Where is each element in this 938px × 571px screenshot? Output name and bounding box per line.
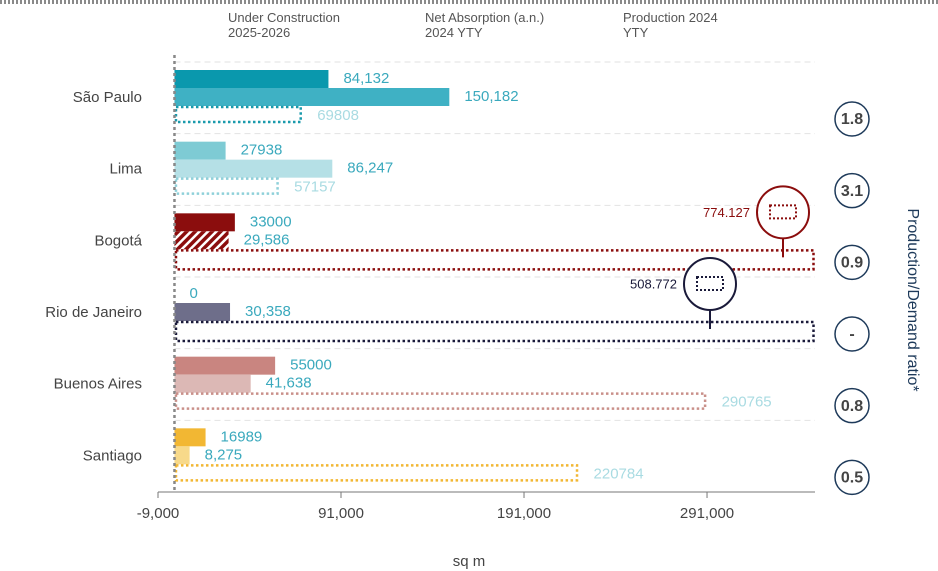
ratio-label: 0.5 xyxy=(841,470,863,487)
bar xyxy=(174,303,231,321)
value-label: 30,358 xyxy=(245,303,291,320)
y-tick-label: Santiago xyxy=(83,447,142,464)
callout-icon xyxy=(696,276,724,291)
value-label: 57157 xyxy=(294,179,336,196)
value-label: 86,247 xyxy=(347,160,393,177)
ratio-label: 0.9 xyxy=(841,255,863,272)
bar xyxy=(174,70,329,88)
x-tick-label: -9,000 xyxy=(137,505,180,522)
bar xyxy=(174,231,229,250)
value-label: 41,638 xyxy=(266,375,312,392)
bar xyxy=(174,159,333,178)
ratio-circle xyxy=(834,244,870,281)
legend-label: Net Absorption (a.n.) 2024 YTY xyxy=(425,10,545,40)
callout xyxy=(756,185,810,240)
ratio-label: - xyxy=(849,326,854,343)
ratio-circle xyxy=(834,101,870,137)
y-tick-label: Buenos Aires xyxy=(54,376,142,393)
bar-outline xyxy=(174,105,302,124)
bar-outline xyxy=(174,392,707,410)
bar xyxy=(174,374,251,393)
y-tick-label: Rio de Janeiro xyxy=(45,304,142,321)
bar-outline xyxy=(174,177,279,195)
value-label: 290765 xyxy=(722,394,772,411)
value-label: 220784 xyxy=(594,465,644,482)
bar xyxy=(174,356,276,375)
ratio-circle xyxy=(834,459,870,496)
bar xyxy=(174,141,226,160)
value-label: 29,586 xyxy=(244,231,290,248)
y-tick-label: Lima xyxy=(109,161,142,178)
y-tick-label: São Paulo xyxy=(73,89,142,106)
value-label: 27938 xyxy=(241,142,283,159)
value-label: 150,182 xyxy=(464,88,518,105)
bar xyxy=(174,88,450,106)
bar-outline xyxy=(174,249,815,271)
x-tick-label: 191,000 xyxy=(497,505,551,522)
value-label: 16989 xyxy=(221,428,263,445)
x-axis-title: sq m xyxy=(453,553,486,570)
y2-axis-title: Production/Demand ratio* xyxy=(904,208,921,391)
legend-label: Under Construction 2025-2026 xyxy=(228,10,340,40)
x-tick-label: 91,000 xyxy=(318,505,364,522)
bar-outline xyxy=(174,464,579,482)
bar xyxy=(174,446,190,465)
ratio-label: 0.8 xyxy=(841,398,863,415)
bar-outline xyxy=(174,320,815,343)
ratio-label: 1.8 xyxy=(841,111,863,128)
value-label: 55000 xyxy=(290,357,332,374)
value-label: 84,132 xyxy=(343,70,389,87)
callout-icon xyxy=(769,204,797,220)
value-label: 0 xyxy=(189,285,197,302)
y-tick-label: Bogotá xyxy=(94,232,142,249)
bar xyxy=(174,213,235,232)
value-label: 33000 xyxy=(250,213,292,230)
x-tick-label: 291,000 xyxy=(680,505,734,522)
ratio-circle xyxy=(834,387,870,424)
ratio-circle xyxy=(834,316,870,352)
legend-swatch xyxy=(0,0,938,4)
bar xyxy=(174,428,206,447)
callout xyxy=(683,257,737,311)
ratio-label: 3.1 xyxy=(841,183,863,200)
value-label: 508.772 xyxy=(630,276,677,291)
ratio-circle xyxy=(834,172,870,209)
value-label: 774.127 xyxy=(703,205,750,220)
value-label: 8,275 xyxy=(205,446,243,463)
legend-label: Production 2024 YTY xyxy=(623,10,718,40)
value-label: 69808 xyxy=(317,107,359,124)
